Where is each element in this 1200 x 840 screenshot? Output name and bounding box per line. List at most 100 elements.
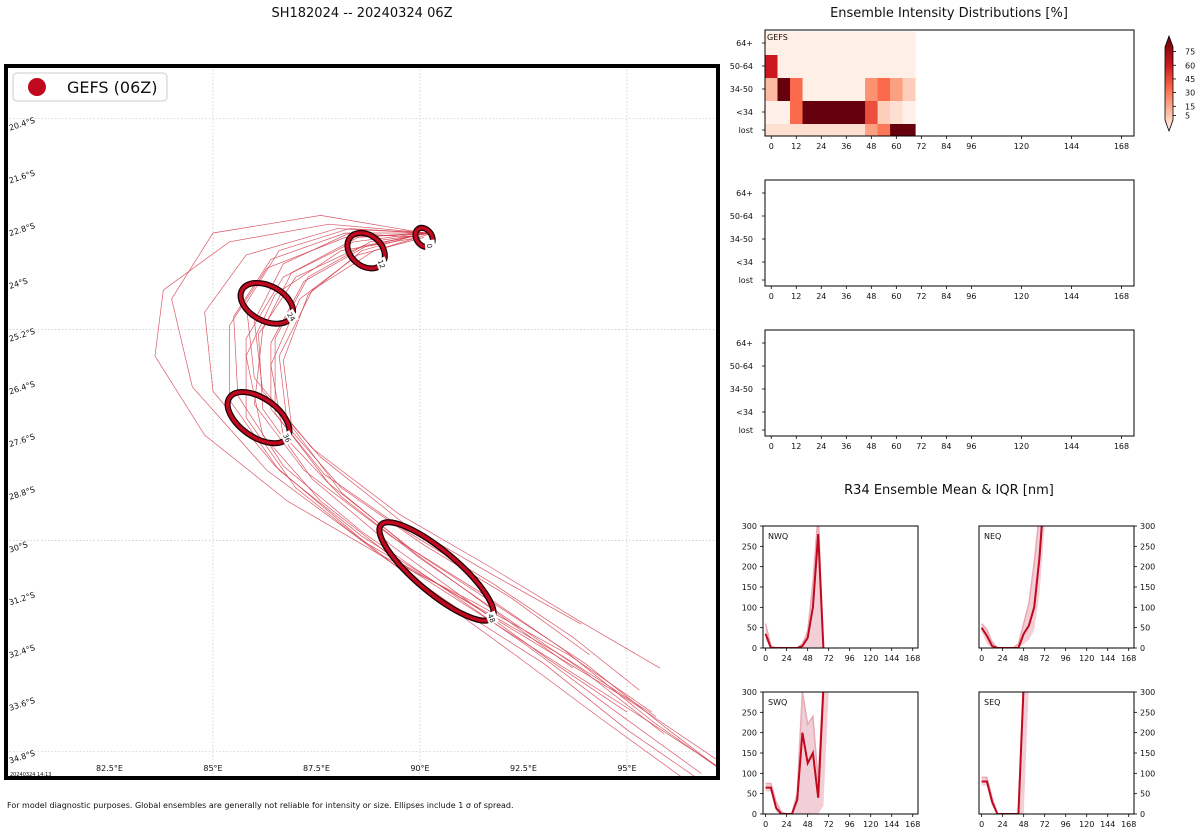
heatmap-cell <box>840 54 854 78</box>
x-tick-label: 120 <box>1014 292 1029 301</box>
y-tick-label: 250 <box>742 542 757 551</box>
heatmap-cell <box>865 77 879 101</box>
legend-label: GEFS (06Z) <box>67 78 157 97</box>
x-tick-label: 48 <box>1019 820 1029 829</box>
y-tick-label: 50 <box>747 790 757 799</box>
x-tick-label: 96 <box>845 820 855 829</box>
heatmap-cell <box>877 31 891 55</box>
heatmap-cell <box>777 54 791 78</box>
heatmap-cell <box>840 100 854 124</box>
x-tick-label: 12 <box>791 292 801 301</box>
x-tick-label: 0 <box>769 442 774 451</box>
x-tick-label: 84 <box>941 142 951 151</box>
heatmap-cell <box>852 123 866 137</box>
heatmap-cell <box>765 54 779 78</box>
y-tick-label: 300 <box>742 688 757 697</box>
lon-tick-label: 85°E <box>203 764 222 773</box>
heatmap-cell <box>827 100 841 124</box>
intensity-colorbar: 515 30 45 60 75 <box>1164 34 1195 133</box>
y-tick-label: 250 <box>1140 708 1155 717</box>
ellipse-label: 36 <box>281 432 292 444</box>
r34-panel-seq: SEQ 0 50 100 150 200 250 300 0 24 48 72 96 120 144 168 <box>978 688 1155 829</box>
y-tick-label: 50 <box>1140 624 1150 633</box>
x-tick-label: 60 <box>891 142 901 151</box>
y-tick-label: 100 <box>1140 603 1155 612</box>
y-tick-label: 0 <box>752 810 757 819</box>
y-tick-label: 50 <box>747 624 757 633</box>
x-tick-label: 120 <box>1014 142 1029 151</box>
x-tick-label: 0 <box>979 654 984 663</box>
x-tick-label: 24 <box>816 142 826 151</box>
x-tick-label: 24 <box>998 820 1008 829</box>
heatmap-cell <box>790 123 804 137</box>
x-tick-label: 48 <box>866 292 876 301</box>
quadrant-label: SEQ <box>984 698 1000 707</box>
heatmap-cell <box>852 54 866 78</box>
r34-plot-area <box>765 692 829 814</box>
x-tick-label: 120 <box>1079 654 1094 663</box>
heatmap-cell <box>802 77 816 101</box>
heatmap-cell <box>815 54 829 78</box>
mean-line <box>764 534 825 648</box>
r34-panel-neq: NEQ 0 50 100 150 200 250 300 0 24 48 72 96 120 144 168 <box>978 522 1155 663</box>
heatmap-cell <box>890 100 904 124</box>
x-tick-label: 48 <box>1019 654 1029 663</box>
ensemble-track-line <box>204 228 684 778</box>
lon-tick-label: 82.5°E <box>96 764 123 773</box>
x-tick-label: 96 <box>1061 654 1071 663</box>
heatmap-cell <box>815 100 829 124</box>
x-tick-label: 36 <box>841 142 851 151</box>
heatmap-cell <box>852 100 866 124</box>
ellipse-label-bg <box>424 239 436 253</box>
quadrant-label: NWQ <box>768 532 788 541</box>
heatmap-cell <box>815 77 829 101</box>
ensemble-track-line <box>254 232 718 769</box>
y-tick-label: 0 <box>752 644 757 653</box>
x-tick-label: 0 <box>769 292 774 301</box>
intensity-title: Ensemble Intensity Distributions [%] <box>830 6 1068 21</box>
x-tick-label: 36 <box>841 442 851 451</box>
ensemble-track-line <box>171 215 657 717</box>
heatmap-cell <box>890 54 904 78</box>
heatmap-frame <box>764 29 1135 137</box>
x-tick-label: 96 <box>1061 820 1071 829</box>
heatmap-cell <box>877 54 891 78</box>
x-tick-label: 0 <box>763 654 768 663</box>
ensemble-track-line <box>154 223 652 713</box>
x-tick-label: 168 <box>1121 820 1136 829</box>
heatmap-cell <box>827 123 841 137</box>
heatmap-cell <box>865 54 879 78</box>
heatmap-cell <box>765 123 779 137</box>
iqr-upper-line <box>981 526 1039 648</box>
lon-tick-label: 92.5°E <box>510 764 537 773</box>
ellipse-label: 24 <box>285 311 297 323</box>
y-tick-label: 34-50 <box>730 385 753 394</box>
quadrant-label: SWQ <box>768 698 787 707</box>
mean-line <box>981 692 1025 814</box>
x-tick-label: 144 <box>884 654 899 663</box>
x-tick-label: 144 <box>884 820 899 829</box>
figure-title: SH182024 -- 20240324 06Z <box>271 6 452 21</box>
colorbar-tick-label: 45 <box>1185 75 1195 84</box>
x-tick-label: 72 <box>916 442 926 451</box>
mean-line <box>980 526 1043 648</box>
heatmap-cell <box>852 77 866 101</box>
intensity-panel-empty-2: lost <34 34-50 50-64 64+ 0 12 24 36 48 60 72 84 96 120… <box>730 329 1135 451</box>
colorbar-tick-label: 60 <box>1185 61 1195 70</box>
longitude-tick-labels: 82.5°E 85°E 87.5°E 90°E 92.5°E 95°E <box>96 764 636 773</box>
footnote: For model diagnostic purposes. Global en… <box>7 801 514 810</box>
y-tick-label: 250 <box>742 708 757 717</box>
iqr-band <box>981 692 1029 814</box>
intensity-panel-gefs: GEFS lost <34 34-50 50-64 64+ 0 12 24 36 48 60 72 84 9… <box>730 29 1135 151</box>
heatmap-cell <box>777 31 791 55</box>
heatmap-cell <box>890 31 904 55</box>
r34-background <box>763 526 918 648</box>
ellipse-label-bg <box>280 430 295 446</box>
y-tick-label: 200 <box>1140 729 1155 738</box>
x-tick-label: 144 <box>1064 142 1079 151</box>
ellipse-label: 0 <box>425 243 433 248</box>
legend-marker <box>28 78 46 96</box>
x-tick-label: 96 <box>966 292 976 301</box>
y-tick-label: 0 <box>1140 810 1145 819</box>
y-tick-label: 50-64 <box>730 212 753 221</box>
